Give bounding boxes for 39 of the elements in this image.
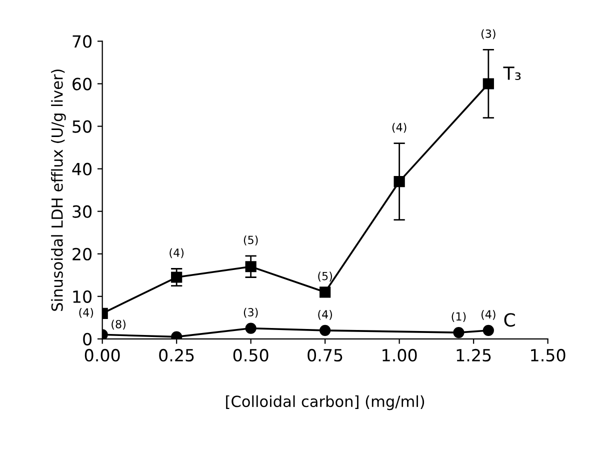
annotation: (4) [392, 122, 406, 133]
y-tick-label: 30 [72, 205, 92, 218]
y-tick-label: 50 [72, 120, 92, 133]
x-tick-label: 1.25 [456, 348, 491, 362]
x-tick-label: 1.50 [531, 348, 566, 362]
point [482, 324, 494, 336]
x-tick-label: 0.00 [84, 348, 120, 362]
point [394, 176, 405, 188]
annotation: (8) [112, 320, 126, 330]
point [171, 272, 182, 283]
annotation: (3) [482, 29, 496, 40]
annotation: (5) [318, 272, 332, 282]
annotation: (4) [318, 310, 332, 320]
series-label: T₃ [503, 66, 521, 80]
y-tick-label: 0 [83, 332, 92, 346]
annotation: (5) [244, 236, 258, 246]
y-tick-label: 70 [72, 35, 92, 48]
annotation: (4) [482, 310, 496, 320]
y-tick-label: 60 [72, 78, 92, 90]
y-tick-label: 10 [73, 290, 92, 303]
x-tick-label: 0.25 [159, 348, 194, 362]
annotation: (4) [79, 308, 94, 318]
x-tick-label: 0.75 [308, 348, 342, 362]
y-tick-label: 40 [72, 162, 92, 176]
point [453, 326, 464, 338]
annotation: (3) [244, 308, 258, 318]
y-axis-title: Sinusoidal LDH efflux (U/g liver) [51, 70, 66, 311]
point [320, 324, 331, 336]
x-tick-label: 1.00 [382, 348, 417, 362]
point [320, 286, 331, 298]
x-axis-title: [Colloidal carbon] (mg/ml) [226, 395, 424, 410]
annotation: (1) [452, 312, 466, 322]
series-label: C [504, 313, 515, 327]
annotation: (4) [170, 248, 184, 258]
x-tick-label: 0.50 [233, 348, 268, 362]
point [245, 322, 256, 334]
point [482, 78, 494, 90]
y-tick-label: 20 [72, 248, 92, 260]
point [245, 261, 256, 272]
